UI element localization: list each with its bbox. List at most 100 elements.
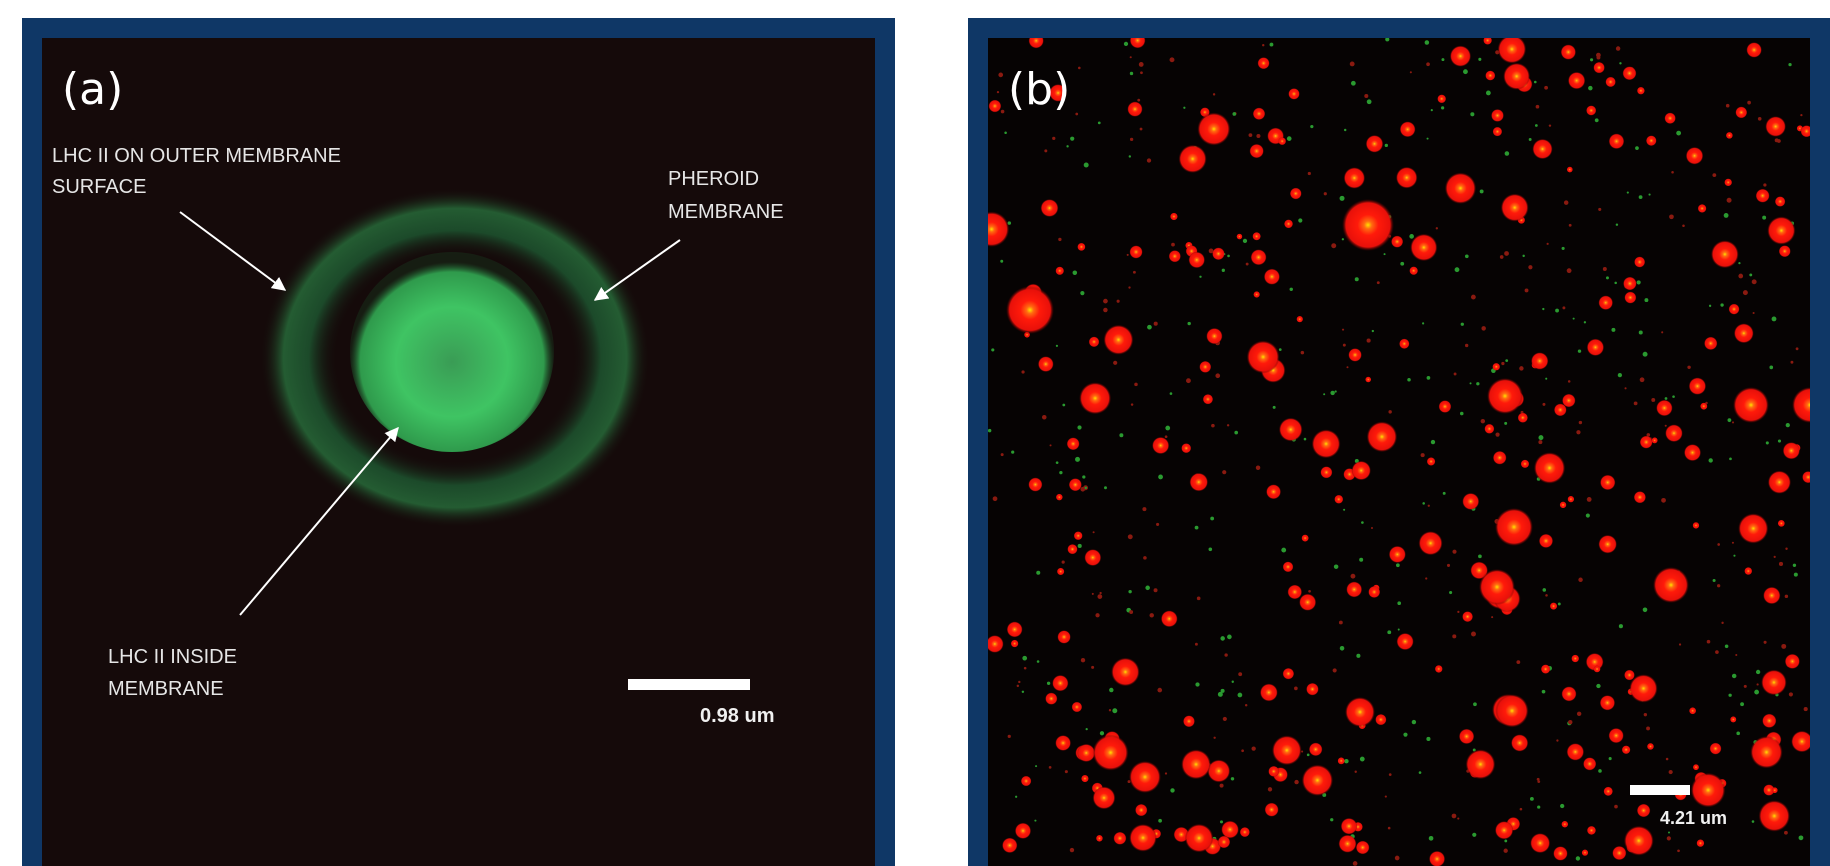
particle (1018, 681, 1020, 683)
particle (1341, 818, 1358, 835)
particle (1281, 548, 1286, 553)
particle (1036, 571, 1040, 575)
particle (1587, 826, 1596, 835)
particle (1070, 137, 1074, 141)
particle (1529, 138, 1532, 141)
particle (1750, 736, 1782, 768)
particle (1407, 378, 1411, 382)
particle (1728, 694, 1731, 697)
particle (1644, 713, 1647, 716)
inner-disc (350, 252, 554, 452)
particle (1078, 544, 1082, 548)
particle (1366, 135, 1384, 153)
particle (1324, 192, 1327, 195)
particle (1648, 193, 1650, 195)
particle (1519, 366, 1523, 370)
particle (1129, 245, 1142, 258)
particle (1232, 681, 1234, 683)
particle (1600, 695, 1615, 710)
particle (1287, 136, 1292, 141)
particle (1290, 288, 1293, 291)
particle (1768, 471, 1791, 494)
particle (1684, 444, 1701, 461)
annotation: MEMBRANE (668, 201, 784, 223)
particle (1729, 457, 1732, 460)
particle (1001, 453, 1004, 456)
particle (1554, 403, 1567, 416)
particle (1062, 404, 1065, 407)
particle (1562, 247, 1565, 250)
particle (1643, 352, 1648, 357)
annotation: LHC II ON OUTER MEMBRANE (52, 145, 341, 167)
particle (1368, 586, 1380, 598)
particle (1504, 251, 1509, 256)
particle (1425, 577, 1427, 579)
particle (1343, 344, 1346, 347)
particle (1608, 728, 1623, 743)
particle (1333, 668, 1337, 672)
particle (1142, 507, 1146, 511)
particle (1752, 279, 1757, 284)
particle (1156, 523, 1159, 526)
particle (1431, 109, 1433, 111)
particle (1377, 281, 1380, 284)
particle (1171, 243, 1175, 247)
particle (1279, 418, 1303, 442)
particle (1307, 754, 1310, 757)
annotation: SURFACE (52, 176, 146, 198)
particle (1596, 56, 1600, 60)
particle (1653, 567, 1689, 603)
particle (1449, 591, 1452, 594)
particle (1637, 804, 1651, 818)
particle (1268, 787, 1272, 791)
particle (1472, 833, 1476, 837)
particle (1726, 132, 1733, 139)
particle (1006, 286, 1054, 334)
particle (1197, 597, 1201, 601)
particle (1452, 814, 1457, 819)
particle (1561, 44, 1576, 59)
particle (1395, 856, 1400, 861)
particle (1619, 624, 1623, 628)
particle (1238, 693, 1243, 698)
particle (1500, 255, 1504, 259)
particle (1712, 173, 1716, 177)
particle (1243, 239, 1247, 243)
particle (1075, 457, 1080, 462)
particle (1504, 849, 1508, 853)
particle (1206, 328, 1222, 344)
particle (1249, 133, 1253, 137)
particle (1788, 63, 1791, 66)
particle (1744, 567, 1752, 575)
particle (1578, 578, 1582, 582)
particle (1536, 105, 1540, 109)
particle (1616, 46, 1620, 50)
particle (1135, 804, 1148, 817)
particle (1520, 808, 1523, 811)
particle (1639, 331, 1643, 335)
particle (1385, 795, 1387, 797)
particle (1147, 158, 1151, 162)
particle (1624, 387, 1626, 389)
particle (1134, 383, 1138, 387)
particle (1331, 243, 1336, 248)
particle (1222, 470, 1226, 474)
particle (1473, 702, 1477, 706)
particle (1781, 644, 1786, 649)
particle (1564, 200, 1568, 204)
panel-label: (a) (62, 64, 123, 115)
particle (1127, 101, 1142, 116)
particle (1567, 496, 1574, 503)
particle (1493, 127, 1503, 137)
particle (1661, 331, 1663, 333)
particle (1290, 188, 1302, 200)
particle (1211, 424, 1215, 428)
particle (1294, 780, 1298, 784)
particle (1240, 827, 1250, 837)
particle (1545, 378, 1547, 380)
particle (1037, 660, 1040, 663)
particle (1351, 574, 1356, 579)
particle (1128, 534, 1133, 539)
particle (1035, 765, 1037, 767)
particle (1732, 674, 1736, 678)
